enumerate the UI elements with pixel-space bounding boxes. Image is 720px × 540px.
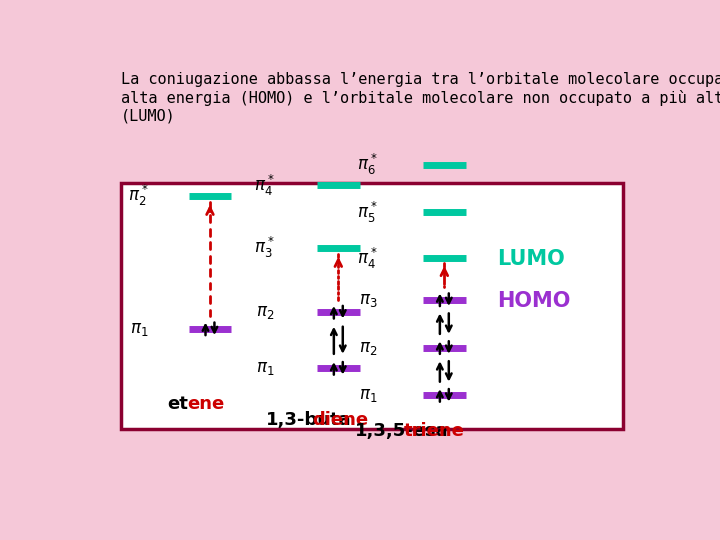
Text: HOMO: HOMO xyxy=(498,291,571,310)
Text: $\pi_2$: $\pi_2$ xyxy=(256,303,274,321)
Text: et: et xyxy=(167,395,188,413)
Text: $\pi_4^*$: $\pi_4^*$ xyxy=(253,173,274,198)
Text: $\pi_3$: $\pi_3$ xyxy=(359,291,377,309)
FancyBboxPatch shape xyxy=(121,183,623,429)
Text: $\pi_1$: $\pi_1$ xyxy=(359,386,377,404)
Text: $\pi_5^*$: $\pi_5^*$ xyxy=(357,200,377,225)
Text: $\pi_1$: $\pi_1$ xyxy=(130,320,148,338)
Text: La coniugazione abbassa l’energia tra l’orbitale molecolare occupato a più
alta : La coniugazione abbassa l’energia tra l’… xyxy=(121,71,720,123)
Text: $\pi_2$: $\pi_2$ xyxy=(359,339,377,356)
Text: triene: triene xyxy=(404,422,465,440)
Text: $\pi_2^*$: $\pi_2^*$ xyxy=(128,183,148,208)
Text: $\pi_3^*$: $\pi_3^*$ xyxy=(253,235,274,260)
Text: $\pi_6^*$: $\pi_6^*$ xyxy=(357,152,377,177)
Text: $\pi_4^*$: $\pi_4^*$ xyxy=(357,246,377,271)
Text: LUMO: LUMO xyxy=(498,249,565,269)
Text: ene: ene xyxy=(188,395,225,413)
Text: 1,3,5-esa: 1,3,5-esa xyxy=(355,422,449,440)
Text: diene: diene xyxy=(312,411,368,429)
Text: 1,3-buta: 1,3-buta xyxy=(266,411,351,429)
Text: $\pi_1$: $\pi_1$ xyxy=(256,359,274,377)
